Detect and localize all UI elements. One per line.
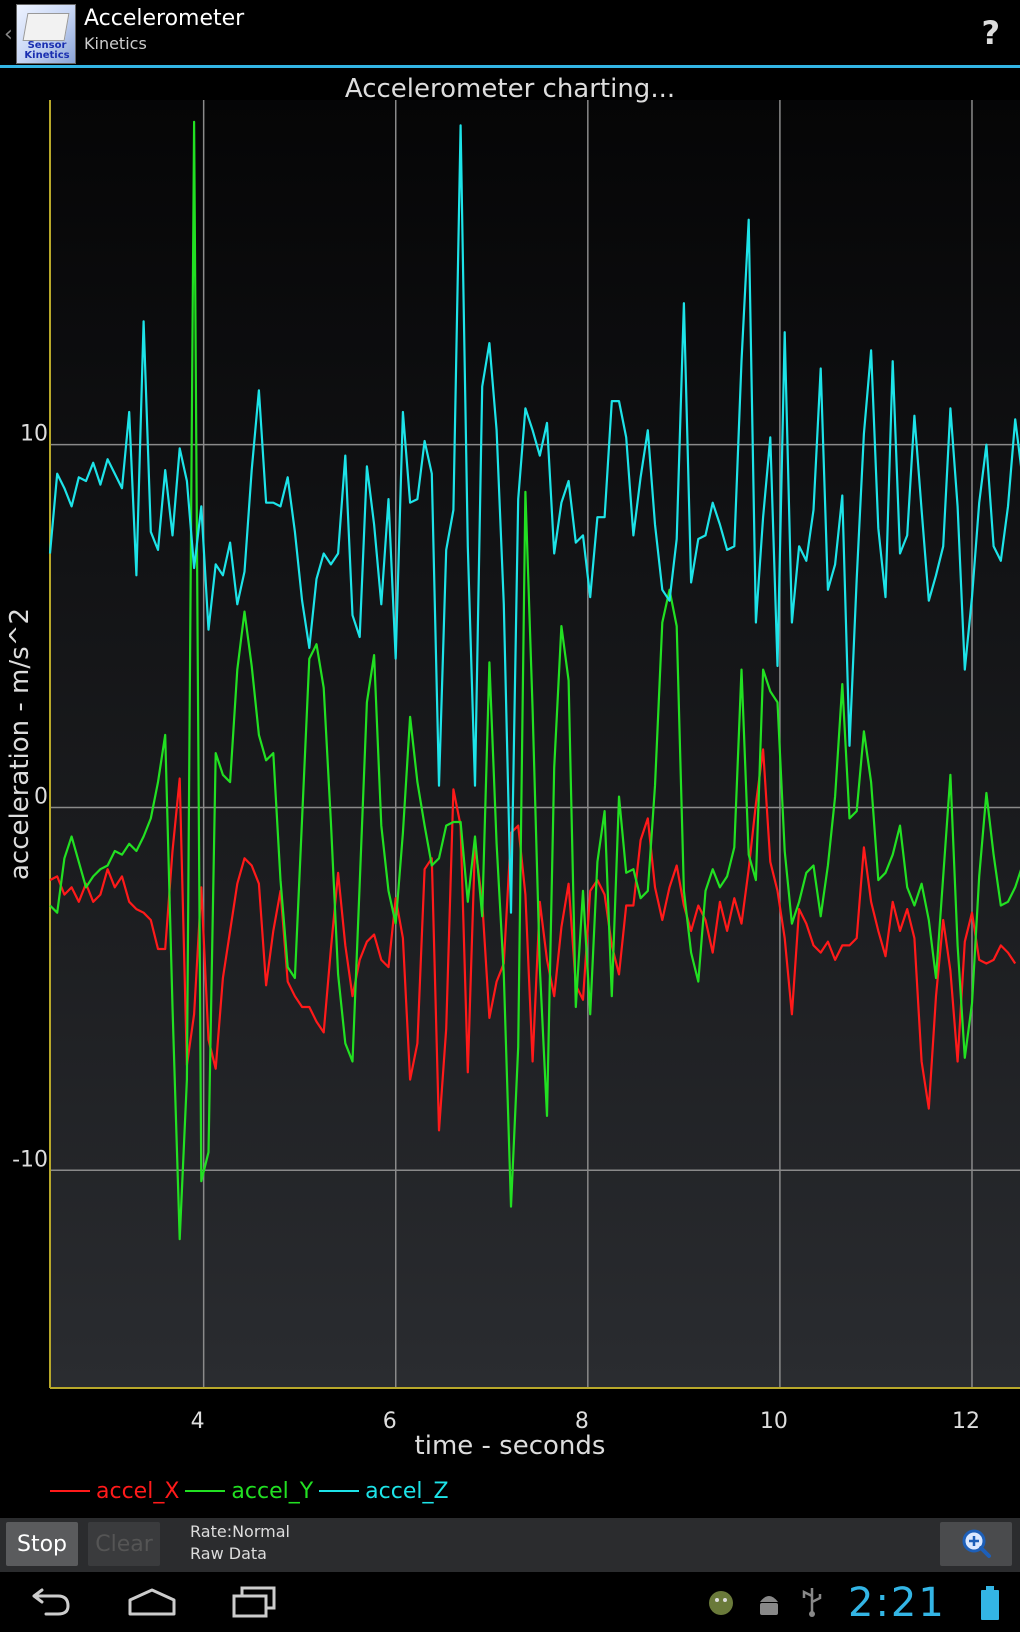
legend-item-accel-x: accel_X — [50, 1479, 179, 1504]
usb-icon — [802, 1588, 822, 1617]
series-line-accel-y — [49, 120, 1020, 1241]
recent-apps-icon[interactable] — [230, 1586, 278, 1618]
android-debug-icon — [760, 1596, 778, 1615]
back-icon[interactable] — [28, 1586, 72, 1618]
x-tick-label-4: 4 — [191, 1409, 205, 1434]
data-mode-status: Raw Data — [190, 1544, 267, 1563]
device-graphic — [22, 13, 70, 41]
rate-status: Rate:Normal — [190, 1522, 290, 1541]
app-icon-label: Sensor Kinetics — [24, 40, 70, 61]
legend-item-accel-y: accel_Y — [185, 1479, 313, 1504]
help-button[interactable]: ? — [981, 14, 1000, 52]
y-tick-label-0: 0 — [34, 784, 48, 809]
app-subtitle: Kinetics — [84, 34, 147, 53]
legend-label-accel-y: accel_Y — [231, 1478, 314, 1504]
app-notification-icon — [709, 1591, 733, 1615]
back-caret-icon[interactable]: ‹ — [4, 22, 13, 47]
stop-button[interactable]: Stop — [6, 1522, 78, 1566]
zoom-button[interactable] — [940, 1522, 1012, 1566]
x-tick-label-6: 6 — [383, 1409, 397, 1434]
plot-area — [50, 100, 1020, 1388]
clear-button[interactable]: Clear — [88, 1522, 160, 1566]
x-tick-label-8: 8 — [575, 1409, 589, 1434]
legend-label-accel-z: accel_Z — [365, 1478, 449, 1504]
system-navigation-bar: 2:21 — [0, 1572, 1020, 1632]
legend-label-accel-x: accel_X — [96, 1478, 180, 1504]
accelerometer-chart[interactable]: Accelerometer charting... 4 6 8 10 12 10 0 -10 ti… — [0, 70, 1020, 1470]
legend-item-accel-z: accel_Z — [319, 1478, 449, 1504]
home-icon[interactable] — [126, 1586, 178, 1618]
action-bar: ‹ Sensor Kinetics Accelerometer Kinetics… — [0, 0, 1020, 68]
x-tick-label-10: 10 — [760, 1409, 788, 1434]
zoom-icon — [962, 1529, 991, 1558]
control-bar: Stop Clear Rate:Normal Raw Data — [0, 1518, 1020, 1572]
legend-line-accel-y — [185, 1490, 226, 1492]
y-tick-label-10: 10 — [20, 422, 48, 447]
y-axis-label: acceleration - m/s^2 — [5, 608, 35, 880]
y-tick-label--10: -10 — [12, 1147, 48, 1172]
battery-icon — [981, 1586, 999, 1620]
series-line-accel-z — [48, 124, 1020, 914]
app-title: Accelerometer — [84, 6, 245, 31]
x-tick-label-12: 12 — [952, 1409, 980, 1434]
legend-line-accel-z — [319, 1490, 360, 1492]
app-icon[interactable]: Sensor Kinetics — [16, 4, 76, 64]
legend-line-accel-x — [50, 1490, 90, 1492]
chart-legend: accel_X accel_Y accel_Z — [50, 1476, 455, 1506]
clock: 2:21 — [848, 1580, 946, 1626]
x-axis-label: time - seconds — [415, 1431, 606, 1461]
chart-title: Accelerometer charting... — [345, 74, 675, 104]
